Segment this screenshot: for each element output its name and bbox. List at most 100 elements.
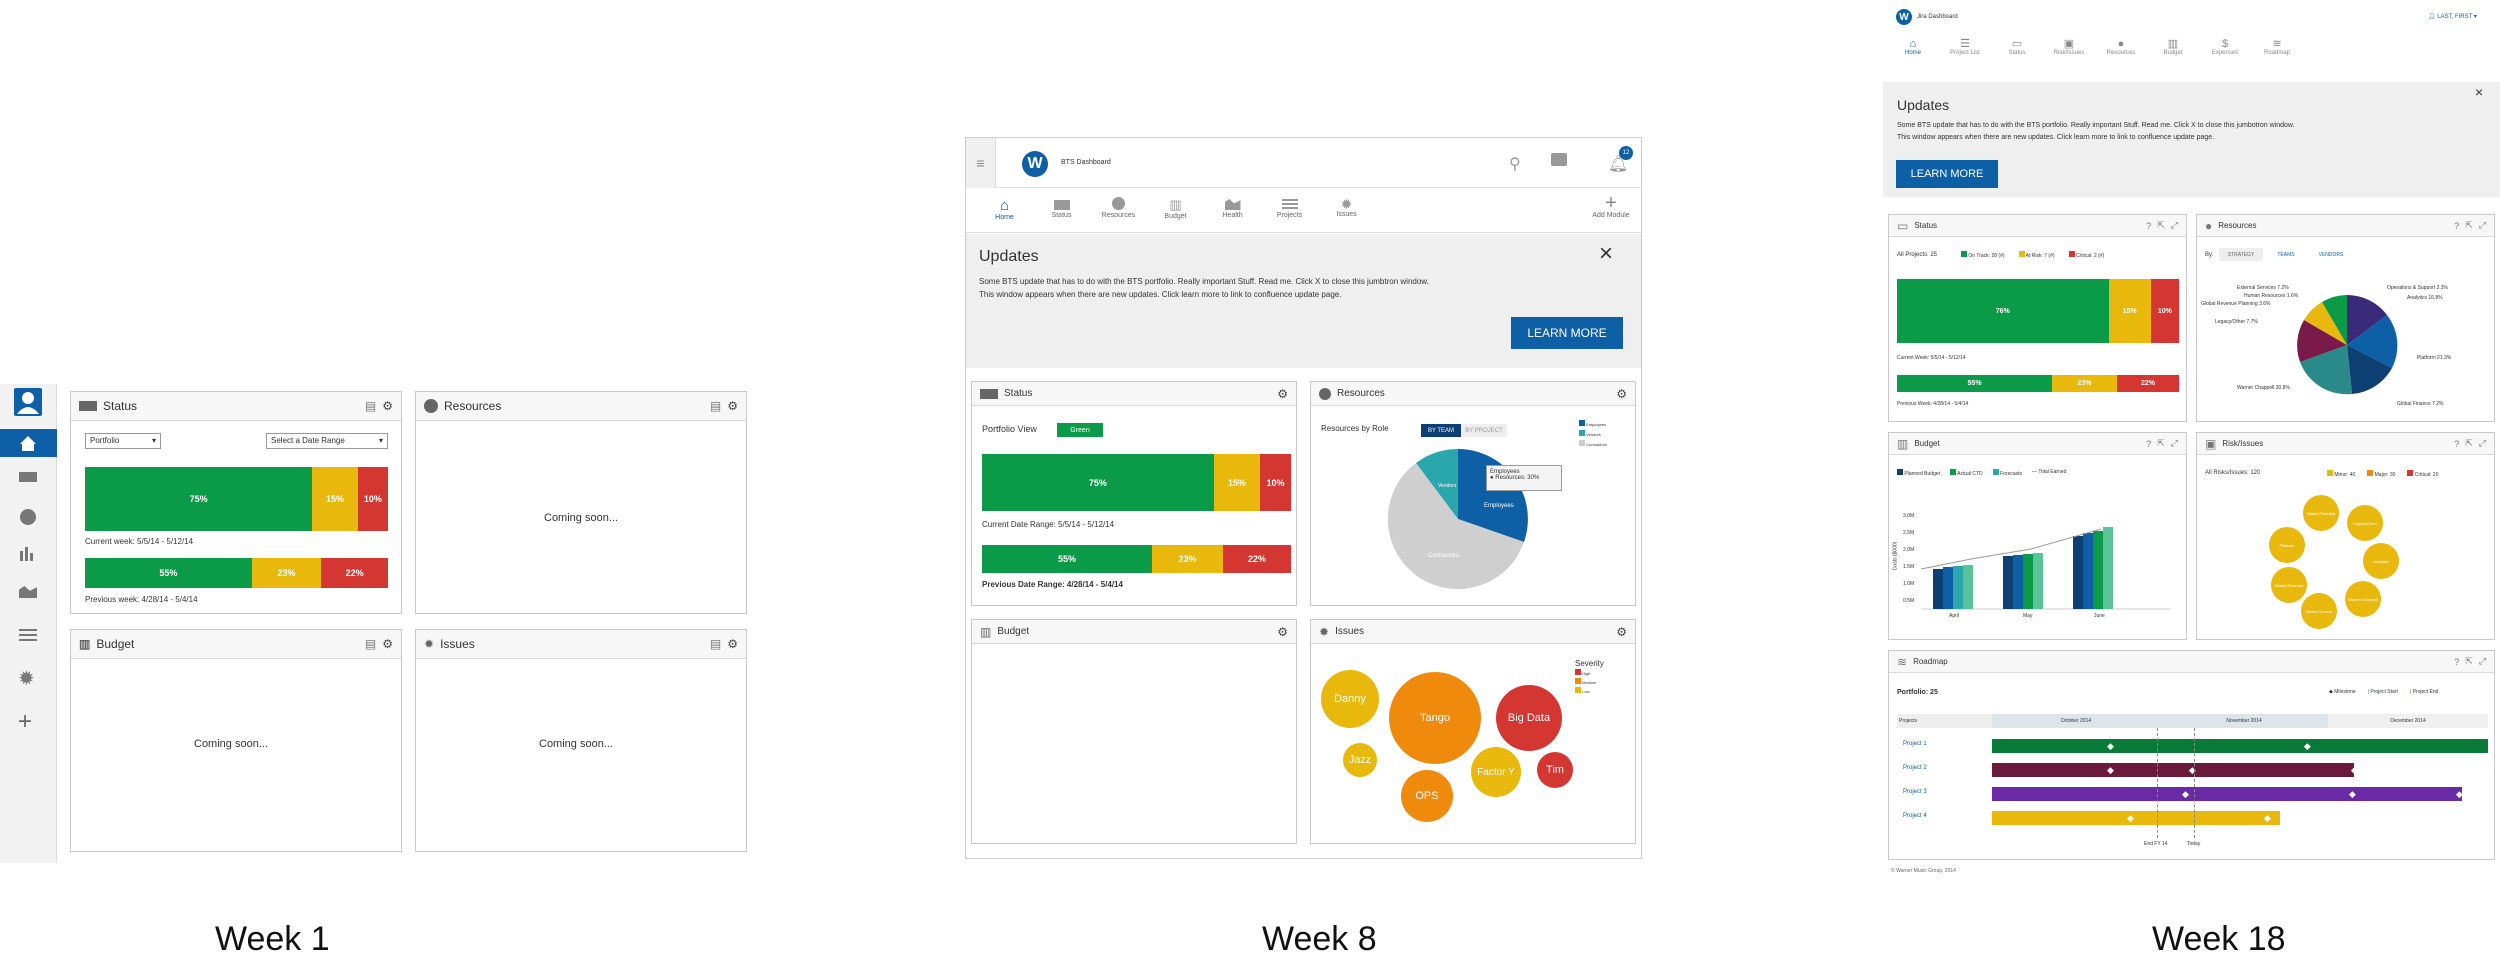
- learn-more-button[interactable]: LEARN MORE: [1896, 160, 1998, 188]
- project-link[interactable]: Project 4: [1903, 813, 1927, 819]
- status-icon[interactable]: [19, 472, 37, 482]
- project-link[interactable]: Project 1: [1903, 741, 1927, 747]
- w8-issues-panel: ✹ Issues ⚙ Severity High Medium Low Dann…: [1310, 619, 1636, 844]
- hamburger-icon[interactable]: ≡: [966, 138, 996, 188]
- gear-icon[interactable]: ⚙: [727, 637, 738, 651]
- chat-icon[interactable]: [1551, 153, 1567, 166]
- toggle-by-project[interactable]: BY PROJECT: [1461, 424, 1507, 437]
- avatar[interactable]: [14, 388, 42, 416]
- gantt-bar[interactable]: ◆ ◆ ◆: [1992, 763, 2358, 777]
- save-icon[interactable]: ▤: [709, 637, 722, 651]
- nav-budget[interactable]: ▥ Budget: [1164, 197, 1187, 220]
- save-icon[interactable]: ▤: [364, 399, 377, 413]
- nav-status[interactable]: Status: [1033, 189, 1090, 232]
- issue-bubble[interactable]: Big Data: [1496, 685, 1562, 751]
- status-icon: ▭: [1897, 218, 1909, 233]
- gear-icon[interactable]: ⚙: [382, 399, 393, 413]
- help-icon[interactable]: ?: [2146, 438, 2152, 449]
- gear-icon[interactable]: ⚙: [1616, 624, 1627, 639]
- expand-icon[interactable]: ⤢: [2478, 656, 2486, 666]
- export-icon[interactable]: ⇱: [2465, 656, 2473, 666]
- expand-icon[interactable]: ⤢: [2478, 438, 2486, 448]
- date-range-select[interactable]: Select a Date Range ▾: [266, 433, 388, 449]
- gantt-bar[interactable]: ◆ ◆: [1992, 811, 2280, 825]
- user-menu[interactable]: 👤︎ LAST, FIRST ▾: [2428, 14, 2477, 20]
- nav-resources[interactable]: ● Resources: [2106, 38, 2136, 56]
- nav-home[interactable]: ⌂ Home: [995, 197, 1014, 221]
- nav-roadmap[interactable]: ≋ Roadmap: [2263, 38, 2290, 56]
- issue-bubble[interactable]: Jazz: [1343, 743, 1377, 777]
- tab-strategy[interactable]: STRATEGY: [2219, 248, 2263, 261]
- export-icon[interactable]: ⇱: [2157, 220, 2165, 230]
- panel-title: Status: [1914, 221, 1938, 230]
- gantt-bar[interactable]: ◆ ◆ ◆: [1992, 787, 2463, 801]
- nav-health[interactable]: Health: [1204, 189, 1261, 232]
- issues-icon[interactable]: ✹: [18, 668, 35, 690]
- risk-bubble[interactable]: Global Revenue: [2271, 567, 2307, 603]
- gear-icon[interactable]: ⚙: [1277, 624, 1288, 639]
- user-icon: 👤︎: [2428, 14, 2436, 20]
- help-icon[interactable]: ?: [2454, 656, 2460, 667]
- projects-icon[interactable]: [19, 629, 37, 641]
- issue-bubble[interactable]: Tim: [1537, 752, 1573, 788]
- add-module-button[interactable]: + Add Module: [1592, 192, 1630, 219]
- risk-bubble[interactable]: Status Potential: [2303, 495, 2339, 531]
- bell-icon[interactable]: 🔔︎: [1608, 156, 1629, 173]
- export-icon[interactable]: ⇱: [2157, 438, 2165, 448]
- risk-bubble[interactable]: Global Finance: [2301, 593, 2337, 629]
- nav-issues[interactable]: ✹ Issues: [1336, 196, 1357, 218]
- expand-icon[interactable]: ⤢: [2170, 220, 2178, 230]
- nav-budget[interactable]: ▥ Budget: [2163, 38, 2183, 56]
- close-icon[interactable]: ×: [2475, 84, 2484, 100]
- gear-icon[interactable]: ⚙: [1277, 386, 1288, 401]
- save-icon[interactable]: ▤: [364, 637, 377, 651]
- health-icon[interactable]: [19, 586, 37, 598]
- export-icon[interactable]: ⇱: [2465, 438, 2473, 448]
- portfolio-view-badge[interactable]: Green: [1057, 423, 1103, 437]
- nav-home[interactable]: ⌂ Home: [1904, 38, 1921, 56]
- gantt-bar[interactable]: ◆ ◆: [1992, 739, 2488, 753]
- bar-segment: 55%: [1897, 375, 2053, 392]
- help-icon[interactable]: ?: [2146, 220, 2152, 231]
- save-icon[interactable]: ▤: [709, 399, 722, 413]
- risk-bubble[interactable]: Platform: [2269, 527, 2305, 563]
- budget-icon[interactable]: [20, 547, 36, 561]
- export-icon[interactable]: ⇱: [2465, 220, 2473, 230]
- portfolio-select[interactable]: Portfolio ▾: [85, 433, 161, 449]
- nav-resources[interactable]: Resources: [1090, 189, 1147, 232]
- issue-bubble[interactable]: Danny: [1321, 670, 1379, 728]
- notification-badge[interactable]: 12: [1619, 146, 1633, 160]
- resources-icon[interactable]: [20, 509, 36, 525]
- risk-bubble[interactable]: Analytics: [2363, 543, 2399, 579]
- learn-more-button[interactable]: LEARN MORE: [1511, 317, 1623, 349]
- nav-expenses[interactable]: $ Expenses: [2211, 38, 2239, 56]
- gear-icon[interactable]: ⚙: [382, 637, 393, 651]
- expand-icon[interactable]: ⤢: [2478, 220, 2486, 230]
- pie-label: Analytics 16.8%: [2407, 295, 2443, 301]
- risk-bubble[interactable]: Warner Chappell: [2345, 581, 2381, 617]
- nav-project-list[interactable]: ☰ Project List: [1950, 38, 1980, 56]
- expand-icon[interactable]: ⤢: [2170, 438, 2178, 448]
- risk-bubble[interactable]: Legacy/Other: [2347, 505, 2383, 541]
- project-link[interactable]: Project 2: [1903, 765, 1927, 771]
- home-icon[interactable]: [0, 429, 57, 457]
- gear-icon[interactable]: ⚙: [1616, 386, 1627, 401]
- gear-icon[interactable]: ⚙: [727, 399, 738, 413]
- updates-line1: Some BTS update that has to do with the …: [979, 277, 1429, 286]
- nav-status[interactable]: ▭ Status: [2008, 38, 2026, 56]
- tab-vendors[interactable]: VENDORS: [2318, 251, 2344, 258]
- issue-bubble[interactable]: Tango: [1389, 672, 1481, 764]
- project-link[interactable]: Project 3: [1903, 789, 1927, 795]
- close-icon[interactable]: ×: [1599, 240, 1614, 267]
- nav-projects[interactable]: Projects: [1261, 189, 1318, 232]
- add-module-icon[interactable]: +: [18, 708, 33, 735]
- issue-bubble[interactable]: Factor Y: [1471, 747, 1521, 797]
- tab-teams[interactable]: TEAMS: [2277, 251, 2295, 258]
- help-icon[interactable]: ?: [2454, 438, 2460, 449]
- nav-risks[interactable]: ▣ Risk/Issues: [2053, 38, 2085, 56]
- toggle-by-team[interactable]: BY TEAM: [1421, 424, 1461, 437]
- issue-bubble[interactable]: OPS: [1401, 770, 1453, 822]
- help-icon[interactable]: ?: [2454, 220, 2460, 231]
- search-icon[interactable]: ⚲: [1509, 156, 1521, 173]
- bar-segment: 75%: [982, 454, 1214, 511]
